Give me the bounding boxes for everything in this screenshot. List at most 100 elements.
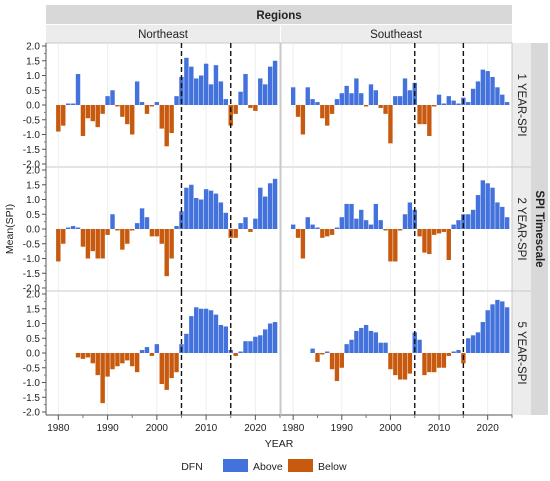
bar-2005 — [179, 211, 184, 229]
bar-1999 — [149, 229, 155, 237]
bar-1996 — [134, 81, 140, 105]
y-tick-label: -1.0 — [23, 130, 41, 141]
bar-2017 — [470, 88, 476, 105]
bar-1983 — [70, 103, 76, 105]
bar-2013 — [218, 324, 224, 353]
x-tick-label: 2010 — [428, 423, 451, 434]
bar-1987 — [90, 229, 96, 252]
bar-1980 — [290, 224, 296, 229]
bar-2008 — [427, 353, 432, 373]
bar-1993 — [120, 353, 125, 364]
bar-2010 — [436, 353, 442, 368]
bar-1992 — [115, 105, 120, 107]
bar-1995 — [363, 105, 369, 107]
column-header-bg-southeast — [281, 25, 512, 43]
bar-2003 — [169, 353, 174, 379]
spi-timescale-title: SPI Timescale — [533, 190, 545, 267]
bar-2019 — [248, 229, 253, 232]
bar-2023 — [267, 66, 273, 105]
bar-2018 — [243, 341, 248, 353]
bar-2023 — [500, 301, 505, 354]
bar-1992 — [349, 203, 354, 229]
bar-2017 — [470, 209, 476, 229]
y-tick-label: 2.0 — [26, 290, 40, 301]
row-label-2: 2 YEAR-SPI — [515, 197, 527, 260]
y-tick-label: 2.0 — [26, 166, 40, 177]
bar-2024 — [272, 178, 278, 229]
bar-1995 — [129, 105, 135, 135]
bar-1995 — [363, 324, 369, 353]
bar-1982 — [300, 105, 306, 135]
x-axes-group: 1980 1990 2000 2010 2020 1980 1990 2000 2010 2020 — [46, 414, 513, 434]
bar-2009 — [198, 75, 204, 105]
bar-2023 — [267, 323, 273, 353]
bar-2002 — [164, 353, 169, 390]
bar-2014 — [223, 212, 229, 229]
bar-2024 — [504, 217, 510, 229]
bar-1995 — [363, 220, 369, 229]
bar-1982 — [65, 103, 71, 105]
bar-2001 — [393, 353, 398, 376]
y-tick-label: -0.5 — [23, 239, 41, 250]
bar-2008 — [427, 229, 432, 255]
spi-timescale-header-bg — [531, 43, 548, 415]
bar-2013 — [451, 224, 456, 229]
bar-1994 — [359, 327, 364, 353]
column-header-southeast: Southeast — [370, 29, 423, 41]
bar-1987 — [90, 105, 96, 122]
bar-1991 — [344, 344, 349, 353]
bar-1988 — [329, 105, 335, 114]
row-headers-bg — [512, 43, 531, 415]
y-tick-label: 1.0 — [26, 71, 40, 82]
bar-1986 — [85, 105, 91, 119]
bar-1987 — [325, 229, 330, 237]
bar-2006 — [184, 187, 189, 229]
x-tick-label: 1990 — [331, 423, 354, 434]
bar-2019 — [248, 105, 253, 108]
bar-2014 — [456, 350, 461, 353]
x-tick-label: 2020 — [244, 423, 267, 434]
bar-2003 — [402, 78, 408, 105]
bar-2007 — [189, 316, 194, 354]
bar-1991 — [110, 353, 115, 370]
bar-1981 — [295, 229, 301, 238]
bar-1984 — [310, 224, 315, 229]
bar-2011 — [441, 103, 447, 105]
bar-2012 — [213, 193, 219, 229]
bar-1989 — [100, 105, 105, 114]
bar-2011 — [208, 190, 214, 229]
bar-1990 — [105, 353, 110, 377]
bar-1993 — [120, 105, 125, 117]
bar-2016 — [233, 105, 238, 114]
bar-2011 — [208, 84, 214, 105]
legend-swatch-below — [288, 459, 313, 472]
bar-2008 — [194, 78, 199, 105]
row-labels-group: 1 YEAR-SPI 2 YEAR-SPI 5 YEAR-SPI — [512, 73, 531, 385]
y-tick-label: 2.0 — [26, 42, 40, 53]
bar-1987 — [325, 105, 330, 126]
y-tick-label: 1.5 — [26, 180, 40, 191]
bar-1980 — [290, 87, 296, 105]
bar-1990 — [339, 93, 344, 105]
bar-2012 — [446, 96, 451, 105]
bar-1986 — [320, 353, 325, 355]
bar-2013 — [218, 202, 224, 229]
bar-2006 — [417, 105, 422, 125]
bar-2020 — [485, 71, 490, 105]
bar-1986 — [320, 105, 325, 119]
bar-1992 — [349, 93, 354, 105]
bar-2016 — [233, 229, 238, 238]
bar-2002 — [397, 96, 403, 105]
bar-1994 — [125, 229, 130, 244]
bar-2004 — [407, 90, 413, 105]
bar-2018 — [475, 195, 481, 229]
bar-2001 — [159, 353, 164, 384]
bar-1997 — [139, 102, 145, 105]
bar-2010 — [203, 189, 209, 229]
bar-1990 — [105, 96, 110, 105]
bar-2001 — [393, 229, 398, 262]
bar-1983 — [305, 87, 310, 105]
bar-2003 — [169, 105, 174, 134]
bar-1983 — [70, 226, 76, 229]
